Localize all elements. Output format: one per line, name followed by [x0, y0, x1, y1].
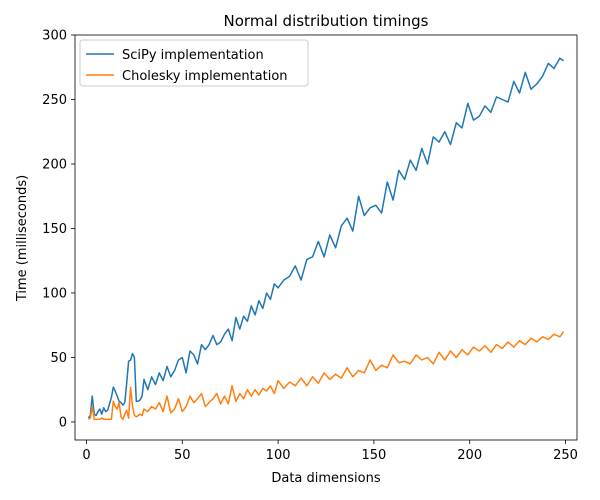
y-tick-label: 0: [59, 415, 67, 430]
legend: SciPy implementation Cholesky implementat…: [79, 39, 309, 87]
series-line-0: [87, 57, 565, 419]
y-tick-label: 200: [42, 157, 67, 172]
x-tick-label: 50: [174, 448, 191, 463]
legend-label-0: SciPy implementation: [122, 48, 264, 63]
x-tick-label: 150: [361, 448, 386, 463]
series-line-1: [87, 331, 565, 421]
x-tick-label: 100: [266, 448, 291, 463]
x-tick-label: 0: [82, 448, 90, 463]
y-tick-label: 250: [42, 93, 67, 108]
y-tick-label: 300: [42, 29, 67, 44]
legend-label-1: Cholesky implementation: [122, 69, 288, 84]
chart-title: Normal distribution timings: [224, 12, 429, 30]
y-tick-label: 100: [42, 286, 67, 301]
y-tick-label: 50: [50, 351, 67, 366]
x-tick-label: 200: [457, 448, 482, 463]
x-tick-label: 250: [553, 448, 578, 463]
legend-box: [79, 39, 309, 87]
y-tick-label: 150: [42, 222, 67, 237]
plot-area: 0 50 100 150 200 250 0 50 100 150 200 250 300: [42, 29, 578, 464]
x-axis-label: Data dimensions: [271, 471, 381, 486]
y-axis-label: Time (milliseconds): [15, 175, 30, 302]
axes-frame: [74, 34, 578, 441]
